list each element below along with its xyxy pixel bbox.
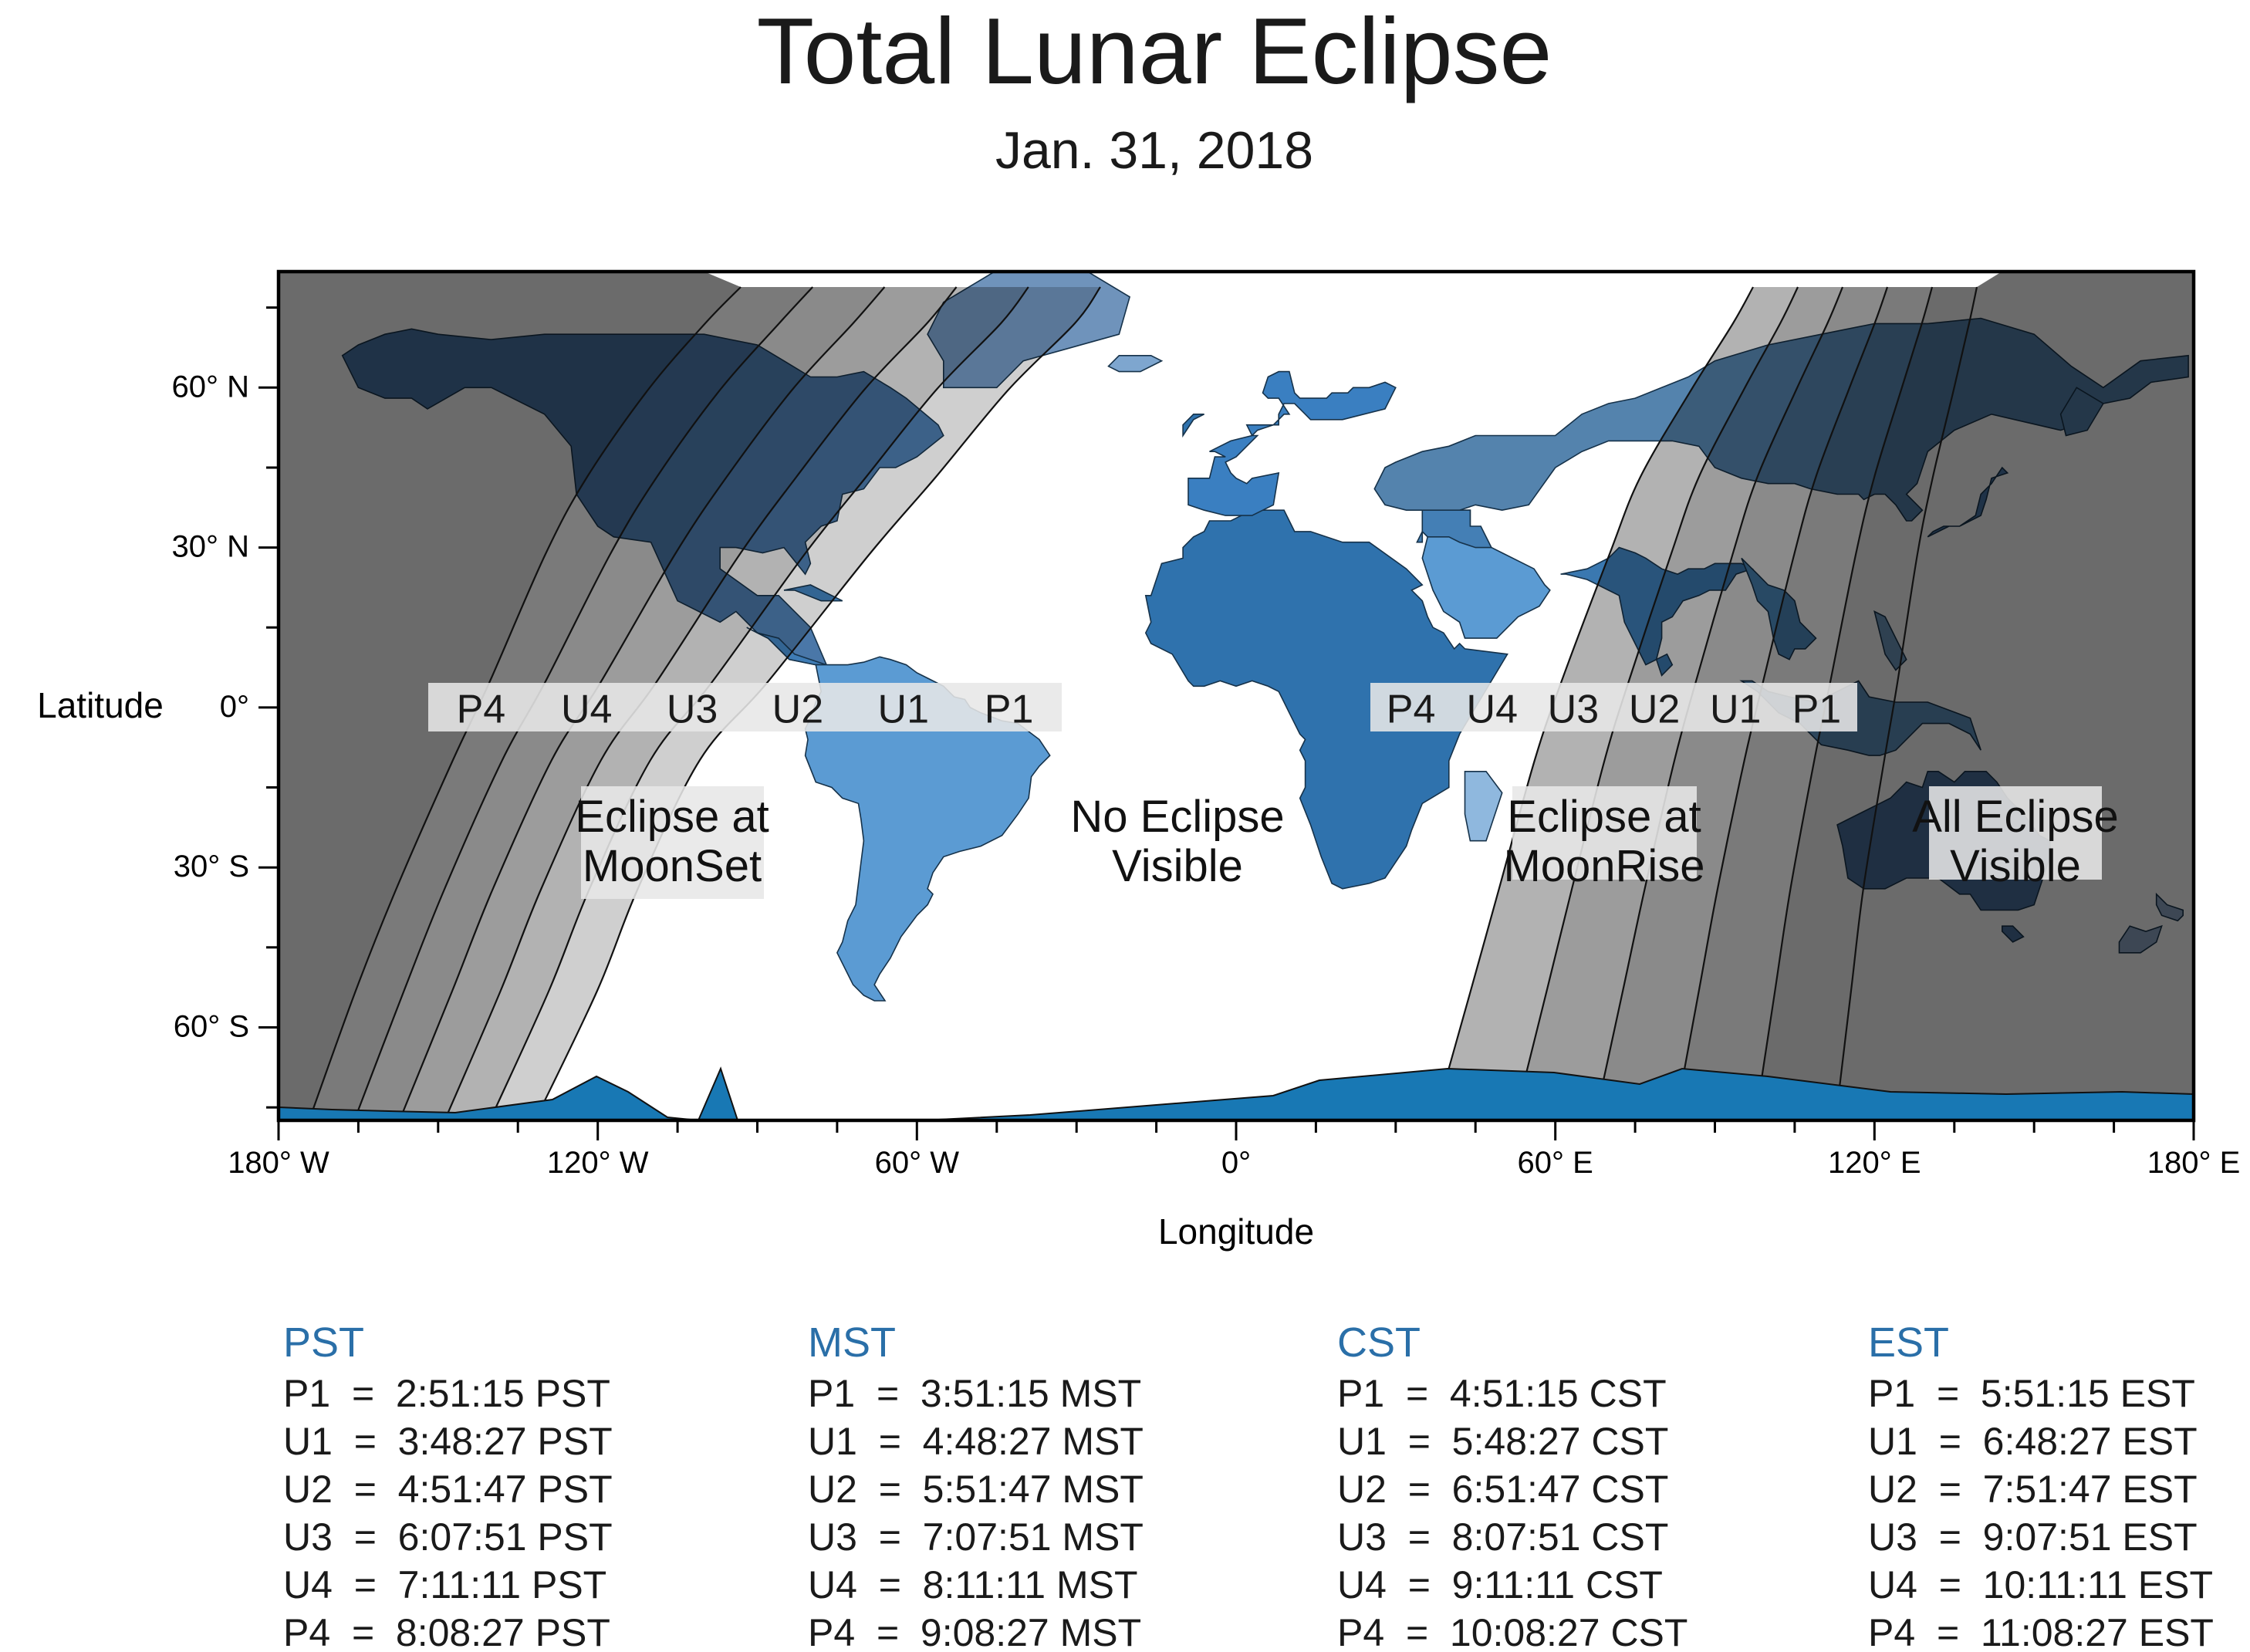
svg-text:P1 = 5:51:15 EST: P1 = 5:51:15 EST — [1868, 1372, 2195, 1415]
svg-text:P1: P1 — [985, 687, 1034, 732]
svg-text:U3: U3 — [1548, 687, 1599, 732]
svg-text:U3 = 6:07:51 PST: U3 = 6:07:51 PST — [283, 1515, 613, 1559]
svg-text:U1: U1 — [1710, 687, 1761, 732]
svg-text:P1 = 4:51:15 CST: P1 = 4:51:15 CST — [1337, 1372, 1667, 1415]
svg-text:U1: U1 — [878, 687, 929, 732]
svg-text:U1 = 3:48:27 PST: U1 = 3:48:27 PST — [283, 1420, 613, 1463]
svg-text:PST: PST — [283, 1319, 364, 1366]
svg-text:MST: MST — [808, 1319, 896, 1366]
svg-text:P4 = 11:08:27 EST: P4 = 11:08:27 EST — [1868, 1611, 2214, 1652]
svg-text:U3 = 7:07:51 MST: U3 = 7:07:51 MST — [808, 1515, 1144, 1559]
svg-text:Eclipse at: Eclipse at — [1507, 792, 1701, 842]
svg-text:EST: EST — [1868, 1319, 1949, 1366]
svg-text:P1: P1 — [1792, 687, 1842, 732]
svg-text:All Eclipse: All Eclipse — [1912, 792, 2119, 842]
svg-text:P4 = 8:08:27 PST: P4 = 8:08:27 PST — [283, 1611, 610, 1652]
svg-text:U2: U2 — [1629, 687, 1680, 732]
svg-text:U2 = 5:51:47 MST: U2 = 5:51:47 MST — [808, 1468, 1144, 1511]
svg-text:CST: CST — [1337, 1319, 1421, 1366]
svg-text:U1 = 6:48:27 EST: U1 = 6:48:27 EST — [1868, 1420, 2198, 1463]
svg-text:U2: U2 — [772, 687, 823, 732]
svg-text:U2 = 6:51:47 CST: U2 = 6:51:47 CST — [1337, 1468, 1668, 1511]
svg-text:U1 = 4:48:27 MST: U1 = 4:48:27 MST — [808, 1420, 1144, 1463]
svg-text:U4 = 7:11:11 PST: U4 = 7:11:11 PST — [283, 1563, 606, 1606]
svg-text:Latitude: Latitude — [37, 685, 164, 725]
svg-text:U4: U4 — [561, 687, 612, 732]
svg-text:U2 = 7:51:47 EST: U2 = 7:51:47 EST — [1868, 1468, 2198, 1511]
svg-text:MoonSet: MoonSet — [583, 841, 762, 891]
svg-text:U4 = 8:11:11 MST: U4 = 8:11:11 MST — [808, 1563, 1138, 1606]
svg-text:Eclipse at: Eclipse at — [575, 792, 769, 842]
svg-text:P4 = 10:08:27 CST: P4 = 10:08:27 CST — [1337, 1611, 1688, 1652]
svg-text:No Eclipse: No Eclipse — [1070, 792, 1284, 842]
svg-text:U2 = 4:51:47 PST: U2 = 4:51:47 PST — [283, 1468, 613, 1511]
svg-text:U1 = 5:48:27 CST: U1 = 5:48:27 CST — [1337, 1420, 1668, 1463]
svg-text:P4 = 9:08:27 MST: P4 = 9:08:27 MST — [808, 1611, 1141, 1652]
svg-text:Visible: Visible — [1112, 841, 1243, 891]
svg-text:U3 = 9:07:51 EST: U3 = 9:07:51 EST — [1868, 1515, 2198, 1559]
svg-text:U3 = 8:07:51 CST: U3 = 8:07:51 CST — [1337, 1515, 1668, 1559]
svg-text:P4: P4 — [1387, 687, 1436, 732]
svg-text:P4: P4 — [457, 687, 506, 732]
svg-text:Visible: Visible — [1950, 841, 2081, 891]
svg-text:Longitude: Longitude — [1158, 1211, 1314, 1252]
svg-text:U4 = 10:11:11 EST: U4 = 10:11:11 EST — [1868, 1563, 2213, 1606]
svg-text:U4: U4 — [1467, 687, 1518, 732]
svg-text:MoonRise: MoonRise — [1503, 841, 1704, 891]
svg-text:U4 = 9:11:11 CST: U4 = 9:11:11 CST — [1337, 1563, 1663, 1606]
svg-text:P1 = 2:51:15 PST: P1 = 2:51:15 PST — [283, 1372, 610, 1415]
svg-text:U3: U3 — [667, 687, 718, 732]
svg-text:P1 = 3:51:15 MST: P1 = 3:51:15 MST — [808, 1372, 1141, 1415]
